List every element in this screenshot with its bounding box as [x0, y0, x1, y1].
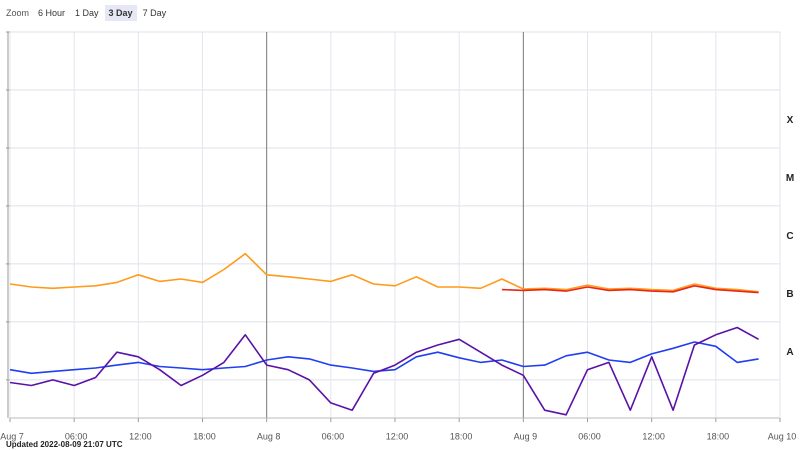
x-tick-label: 18:00 [450, 431, 473, 441]
x-tick-label: Aug 9 [514, 431, 538, 441]
zoom-button[interactable]: 6 Hour [38, 8, 66, 18]
y2-tick-label: M [786, 173, 794, 184]
x-tick-label: 12:00 [129, 431, 152, 441]
zoom-button[interactable]: 7 Day [142, 8, 167, 18]
x-tick-label: Aug 10 [768, 431, 797, 441]
x-tick-label: 18:00 [193, 431, 216, 441]
series-line [9, 341, 759, 375]
y2-tick-label: B [786, 289, 793, 300]
updated-note: Updated 2022-08-09 21:07 UTC [6, 440, 123, 449]
x-tick-label: 18:00 [707, 431, 730, 441]
x-tick-label: 12:00 [386, 431, 409, 441]
y2-tick-label: X [787, 115, 794, 126]
zoom-button[interactable]: 1 Day [75, 8, 99, 18]
x-tick-label: 06:00 [578, 431, 601, 441]
x-tick-label: Aug 7 [0, 431, 24, 441]
series-line [501, 285, 759, 294]
y2-tick-label: A [786, 347, 793, 358]
zoom-bar: Zoom 6 Hour 1 Day 3 Day 7 Day [6, 5, 170, 21]
zoom-button[interactable]: 3 Day [104, 5, 137, 21]
x-tick-label: 06:00 [322, 431, 345, 441]
y2-tick-label: C [786, 231, 793, 242]
series-line [9, 326, 759, 416]
x-tick-label: 06:00 [65, 431, 88, 441]
series-line [9, 252, 759, 293]
zoom-label: Zoom [6, 8, 30, 18]
x-tick-label: Aug 8 [257, 431, 281, 441]
x-tick-label: 12:00 [642, 431, 665, 441]
